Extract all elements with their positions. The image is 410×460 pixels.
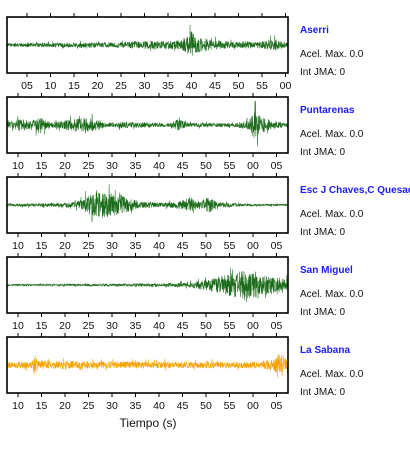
jma-intensity-label: Int JMA: 0	[300, 227, 345, 238]
tick-label: 45	[177, 400, 189, 412]
tick-label: 00	[247, 160, 259, 172]
x-axis-title: Tiempo (s)	[120, 416, 177, 430]
panel-frame	[6, 16, 289, 74]
tick-label: 45	[177, 320, 189, 332]
panel-frame	[6, 256, 289, 314]
tick-label: 35	[130, 320, 142, 332]
tick-label: 55	[256, 80, 268, 92]
tick-label: 30	[106, 160, 118, 172]
tick-label: 40	[186, 80, 198, 92]
tick-label: 20	[59, 240, 71, 252]
tick-label: 15	[68, 80, 80, 92]
tick-label: 50	[233, 80, 245, 92]
tick-label: 25	[115, 80, 127, 92]
panel-frame	[6, 176, 289, 234]
accel-max-label: Acel. Max. 0.0	[300, 289, 364, 300]
tick-label: 30	[139, 80, 151, 92]
tick-label: 10	[45, 80, 57, 92]
jma-intensity-label: Int JMA: 0	[300, 67, 345, 78]
tick-label: 50	[200, 400, 212, 412]
panel-5: 10 15 20 25 30 35 40 45 50 55 00 05 La Sabana Acel. M…	[6, 333, 364, 412]
tick-label: 10	[12, 240, 24, 252]
tick-label: 25	[83, 160, 95, 172]
station-name: San Miguel	[300, 265, 353, 276]
tick-label: 55	[224, 320, 236, 332]
tick-label: 40	[153, 320, 165, 332]
tick-label: 05	[271, 240, 283, 252]
tick-label: 40	[153, 160, 165, 172]
panel-frame	[6, 336, 289, 394]
tick-label: 15	[36, 400, 48, 412]
station-name: Aserri	[300, 25, 329, 36]
jma-intensity-label: Int JMA: 0	[300, 147, 345, 158]
panels-group: 05 10 15 20 25 30 35 40 45 50 55 00 Aserri Acel. Max.…	[6, 13, 410, 412]
station-name: La Sabana	[300, 345, 350, 356]
tick-label: 15	[36, 320, 48, 332]
tick-label: 20	[59, 320, 71, 332]
tick-label: 50	[200, 320, 212, 332]
tick-label: 15	[36, 240, 48, 252]
tick-label: 00	[247, 320, 259, 332]
tick-label: 05	[271, 320, 283, 332]
tick-label: 00	[280, 80, 292, 92]
tick-label: 05	[271, 160, 283, 172]
tick-label: 05	[271, 400, 283, 412]
tick-label: 30	[106, 400, 118, 412]
tick-label: 35	[130, 400, 142, 412]
tick-label: 55	[224, 400, 236, 412]
tick-label: 45	[177, 240, 189, 252]
panel-1: 05 10 15 20 25 30 35 40 45 50 55 00 Aserri Acel. Max.…	[6, 13, 364, 92]
tick-label: 45	[177, 160, 189, 172]
tick-label: 10	[12, 160, 24, 172]
tick-label: 30	[106, 320, 118, 332]
tick-label: 50	[200, 160, 212, 172]
panel-2: 10 15 20 25 30 35 40 45 50 55 00 05 Puntarenas Acel. …	[6, 93, 364, 172]
tick-label: 00	[247, 240, 259, 252]
tick-label: 40	[153, 240, 165, 252]
tick-label: 50	[200, 240, 212, 252]
accel-max-label: Acel. Max. 0.0	[300, 49, 364, 60]
tick-label: 20	[92, 80, 104, 92]
waveform-trace	[7, 353, 288, 379]
tick-label: 15	[36, 160, 48, 172]
panel-4: 10 15 20 25 30 35 40 45 50 55 00 05 San Miguel Acel. …	[6, 253, 364, 332]
tick-label: 40	[153, 400, 165, 412]
accel-max-label: Acel. Max. 0.0	[300, 209, 364, 220]
station-name: Puntarenas	[300, 105, 355, 116]
tick-label: 35	[130, 160, 142, 172]
tick-label: 20	[59, 160, 71, 172]
tick-label: 05	[21, 80, 33, 92]
station-name: Esc J Chaves,C Quesada	[300, 185, 410, 196]
panel-3: 10 15 20 25 30 35 40 45 50 55 00 05 Esc J Chaves,C Q…	[6, 173, 410, 252]
tick-label: 45	[209, 80, 221, 92]
panel-frame	[6, 96, 289, 154]
tick-label: 30	[106, 240, 118, 252]
jma-intensity-label: Int JMA: 0	[300, 387, 345, 398]
waveform-trace	[7, 267, 288, 303]
tick-label: 10	[12, 320, 24, 332]
tick-label: 25	[83, 400, 95, 412]
tick-label: 55	[224, 160, 236, 172]
tick-label: 00	[247, 400, 259, 412]
tick-label: 25	[83, 320, 95, 332]
tick-label: 35	[130, 240, 142, 252]
accel-max-label: Acel. Max. 0.0	[300, 129, 364, 140]
tick-label: 35	[162, 80, 174, 92]
tick-label: 10	[12, 400, 24, 412]
tick-label: 55	[224, 240, 236, 252]
tick-label: 25	[83, 240, 95, 252]
accel-max-label: Acel. Max. 0.0	[300, 369, 364, 380]
waveform-trace	[7, 24, 288, 56]
waveform-trace	[7, 100, 288, 147]
waveform-trace	[7, 184, 288, 223]
tick-label: 20	[59, 400, 71, 412]
jma-intensity-label: Int JMA: 0	[300, 307, 345, 318]
